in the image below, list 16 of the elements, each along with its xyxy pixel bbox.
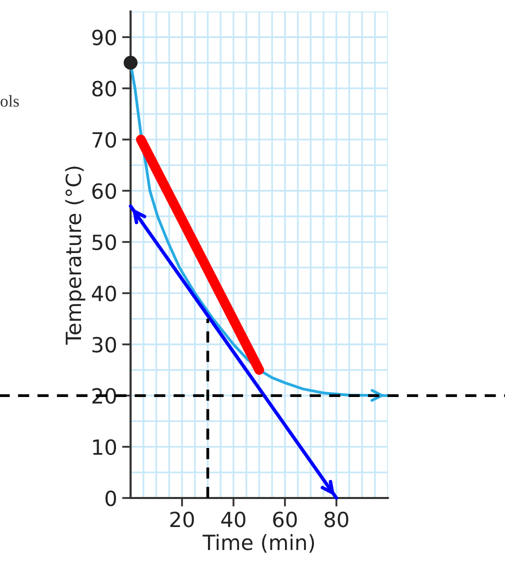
x-tick-label: 20 (170, 512, 194, 528)
y-tick-label: 40 (92, 286, 116, 302)
y-tick-label: 70 (92, 132, 116, 148)
x-axis-title: Time (min) (202, 534, 314, 553)
y-tick-label: 60 (92, 183, 116, 199)
y-tick-label: 0 (106, 490, 116, 506)
text: ols (0, 94, 19, 107)
x-tick-label: 60 (273, 512, 297, 528)
y-tick-label: 80 (92, 80, 116, 97)
y-tick-label: 30 (92, 336, 116, 353)
y-tick-label: 90 (92, 30, 116, 46)
x-tick-label: 80 (324, 512, 348, 528)
y-tick-label: 10 (93, 439, 116, 456)
x-tick-label: 40 (221, 512, 246, 528)
y-tick-label: 50 (92, 234, 116, 250)
y-axis-title: Temperature (°C) (65, 166, 86, 345)
